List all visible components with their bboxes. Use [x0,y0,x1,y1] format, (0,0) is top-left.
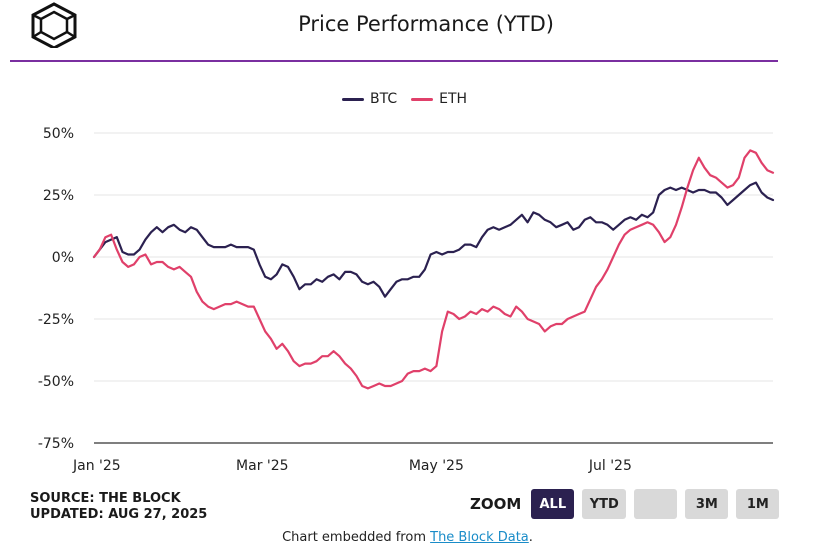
legend-swatch-btc [342,97,364,101]
legend-item-eth[interactable]: ETH [411,91,467,107]
x-tick-label: Jul '25 [588,458,632,474]
y-tick-label: 25% [43,188,74,204]
the-block-data-link[interactable]: The Block Data [430,530,529,545]
x-tick-label: May '25 [409,458,464,474]
zoom-1m-button[interactable]: 1M [736,489,780,519]
zoom-all-button[interactable]: ALL [531,489,575,519]
legend-swatch-eth [411,97,434,101]
legend-item-btc[interactable]: BTC [342,91,397,107]
chart-legend: BTC ETH [342,91,467,107]
theblock-logo [31,2,77,48]
series-line-btc [92,181,775,298]
y-tick-label: -75% [38,436,74,452]
series-line-eth [92,149,775,390]
y-tick-label: -50% [38,374,74,390]
updated-line: UPDATED: AUG 27, 2025 [30,507,208,522]
chart-title: Price Performance (YTD) [298,12,554,36]
legend-label-eth: ETH [439,91,468,107]
zoom-label: ZOOM [470,495,522,513]
y-tick-label: 50% [43,126,74,142]
zoom-3m-button[interactable]: 3M [685,489,729,519]
embed-suffix: . [528,530,533,545]
legend-label-btc: BTC [370,91,398,107]
zoom-blank-button[interactable] [634,489,678,519]
x-tick-label: Jan '25 [72,458,121,474]
y-tick-label: -25% [38,312,74,328]
x-tick-label: Mar '25 [236,458,289,474]
embed-note: Chart embedded from The Block Data. [0,530,815,545]
zoom-ytd-button[interactable]: YTD [582,489,627,519]
source-line: SOURCE: THE BLOCK [30,491,181,506]
embed-prefix: Chart embedded from [282,530,431,545]
zoom-controls: ZOOM ALL YTD 3M 1M [470,489,787,519]
title-divider [10,60,778,62]
y-tick-label: 0% [52,250,74,266]
source-note: SOURCE: THE BLOCK UPDATED: AUG 27, 2025 [30,491,207,523]
